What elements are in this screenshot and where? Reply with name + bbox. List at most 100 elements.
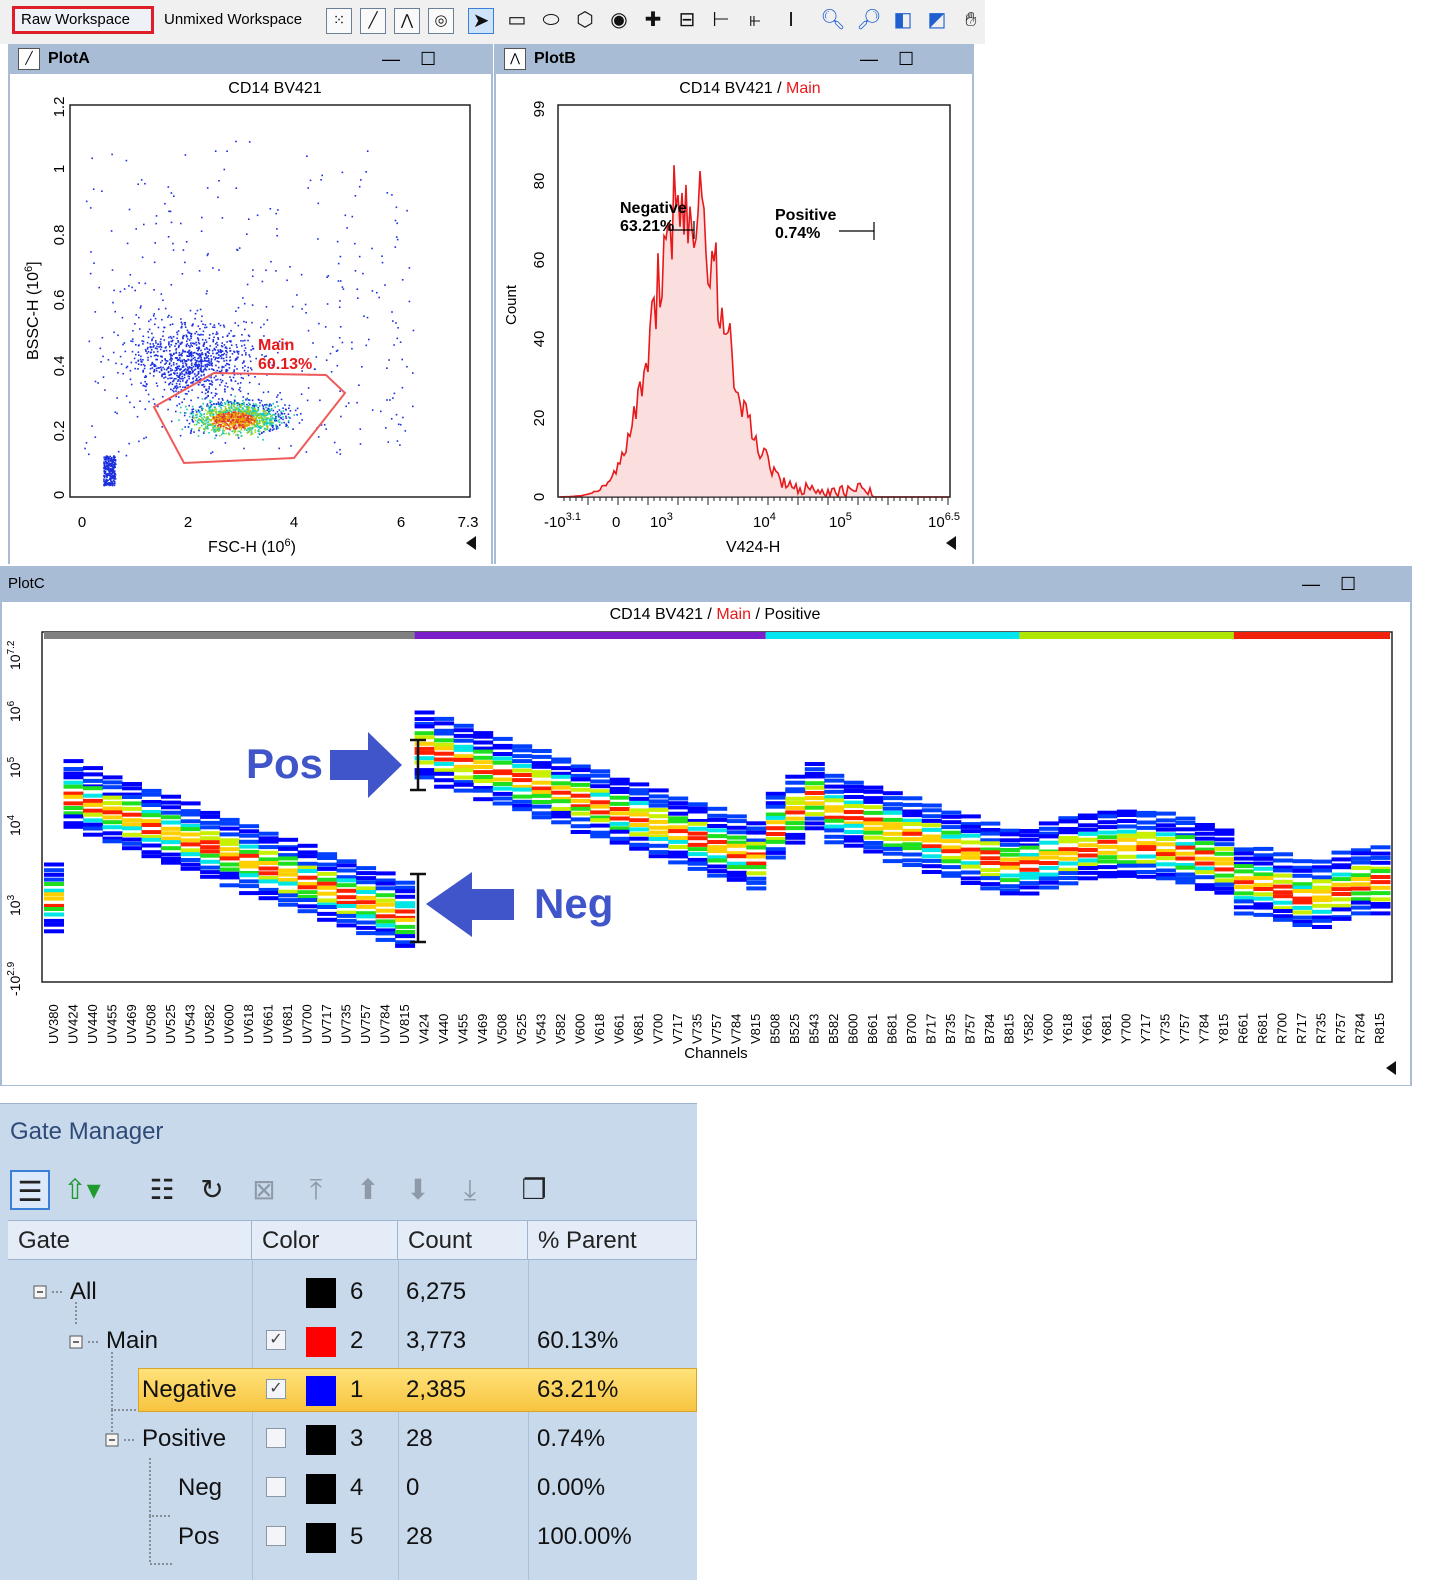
scatter-dot: [192, 342, 194, 344]
plot-b-menu-arrow-icon[interactable]: [946, 536, 956, 550]
scatter-dot: [101, 190, 103, 192]
density-plot-icon[interactable]: ╱: [360, 8, 386, 34]
scatter-dot: [258, 420, 261, 422]
gate-row-neg[interactable]: Neg 4 0 0.00%: [0, 1464, 697, 1512]
gate-color-swatch[interactable]: [306, 1425, 336, 1455]
move-bottom-icon[interactable]: ⤓: [463, 1174, 477, 1205]
scatter-dot: [176, 374, 178, 377]
scatter-dot: [233, 415, 235, 417]
fit-view-icon[interactable]: ◧: [893, 9, 913, 31]
ring-gate-icon[interactable]: ◉: [610, 9, 628, 31]
scatter-dot: [176, 404, 178, 407]
zoom-out-icon[interactable]: 🔎︎: [856, 9, 882, 31]
move-up-icon[interactable]: ⬆: [356, 1174, 380, 1205]
move-down-icon[interactable]: ⬇: [406, 1174, 430, 1205]
heat-bar: [1351, 877, 1371, 881]
scatter-dot: [181, 373, 183, 375]
maximize-icon[interactable]: ☐: [420, 49, 437, 69]
header-gate[interactable]: Gate: [8, 1220, 252, 1260]
pointer-icon[interactable]: ➤: [468, 8, 494, 34]
add-gate-icon[interactable]: ⇧▾: [63, 1174, 101, 1205]
polygon-gate-icon[interactable]: ⬡: [576, 9, 594, 31]
heat-bar: [1331, 850, 1352, 855]
maximize-icon[interactable]: ☐: [898, 49, 915, 69]
scatter-dot: [188, 415, 191, 418]
gate-row-pos[interactable]: Pos 5 28 100.00%: [0, 1513, 697, 1561]
unmixed-workspace-tab[interactable]: Unmixed Workspace: [164, 11, 303, 28]
gate-color-swatch[interactable]: [306, 1376, 336, 1406]
interval-gate-icon[interactable]: ⊢: [712, 9, 730, 31]
gate-row-negative[interactable]: Negative ✓ 1 2,385 63.21%: [0, 1366, 697, 1414]
list-view-icon[interactable]: ☷: [149, 1174, 175, 1205]
header-color[interactable]: Color: [252, 1220, 398, 1260]
multi-interval-gate-icon[interactable]: ⫦: [749, 9, 761, 31]
minimize-icon[interactable]: —: [860, 49, 878, 69]
scatter-dot: [386, 192, 389, 194]
scatter-dot: [219, 324, 222, 327]
heat-bar: [395, 894, 416, 899]
gate-color-swatch[interactable]: [306, 1327, 336, 1357]
gate-visible-checkbox[interactable]: [266, 1477, 286, 1497]
plot-c-chart[interactable]: Pos Neg 107.2 106 105 104 103 -102.9 UV3…: [0, 626, 1412, 1084]
heat-bar: [1253, 902, 1274, 907]
minimize-icon[interactable]: —: [1302, 574, 1320, 594]
gate-row-main[interactable]: Main ✓ 2 3,773 60.13%: [0, 1317, 697, 1365]
plot-c-titlebar[interactable]: PlotC — ☐: [2, 566, 1410, 602]
heat-bar: [297, 885, 318, 890]
plot-b-y-ticks: 0 20 40 60 80 99: [531, 101, 548, 502]
plot-b-chart[interactable]: Negative 63.21% Positive 0.74% 0 20 40 6…: [494, 95, 974, 565]
plot-b-titlebar[interactable]: ⋀ PlotB — ☐: [496, 44, 972, 74]
maximize-icon[interactable]: ☐: [1340, 574, 1357, 594]
heat-bar: [999, 842, 1020, 847]
gate-color-swatch[interactable]: [306, 1523, 336, 1553]
heat-bar: [1097, 820, 1118, 825]
header-count[interactable]: Count: [398, 1220, 528, 1260]
heat-bar: [902, 802, 923, 807]
expand-view-icon[interactable]: ◩: [927, 9, 947, 31]
plot-a-menu-arrow-icon[interactable]: [466, 536, 476, 550]
scatter-dot: [201, 338, 204, 341]
heat-bar: [590, 834, 611, 839]
ellipse-gate-icon[interactable]: ⬭: [542, 9, 560, 31]
scatter-dot: [277, 209, 279, 211]
header-pct-parent[interactable]: % Parent: [528, 1220, 697, 1260]
main-polygon-gate[interactable]: [152, 371, 347, 465]
scatter-dot: [120, 363, 123, 365]
quadrant-gate-icon[interactable]: ✚: [644, 9, 662, 31]
plot-a-chart[interactable]: Main 60.13% 0 2 4 6 7.3 0 0.2 0.4 0.6 0.…: [8, 95, 493, 565]
scatter-dot: [105, 482, 107, 485]
scatter-dot: [206, 421, 209, 424]
gate-row-positive[interactable]: Positive 3 28 0.74%: [0, 1415, 697, 1463]
pan-hand-icon[interactable]: ✋︎: [965, 9, 977, 31]
copy-icon[interactable]: ❐: [521, 1174, 547, 1205]
gate-visible-checkbox[interactable]: [266, 1428, 286, 1448]
gate-color-swatch[interactable]: [306, 1474, 336, 1504]
gate-color-swatch[interactable]: [306, 1278, 336, 1308]
grid-gate-icon[interactable]: ⊟: [678, 9, 696, 31]
plot-a-titlebar[interactable]: ╱ PlotA — ☐: [10, 44, 491, 74]
heat-bar: [531, 811, 552, 816]
plot-c-menu-arrow-icon[interactable]: [1386, 1061, 1396, 1075]
rectangle-gate-icon[interactable]: ▭: [507, 9, 527, 31]
heat-bar: [239, 833, 260, 838]
minimize-icon[interactable]: —: [382, 49, 400, 69]
delete-gate-icon[interactable]: ⊠: [252, 1174, 276, 1205]
heat-bar: [648, 814, 669, 819]
scatter-dot: [271, 417, 274, 419]
heat-bar: [707, 834, 728, 839]
refresh-icon[interactable]: ↻: [200, 1174, 224, 1205]
gate-visible-checkbox[interactable]: [266, 1526, 286, 1546]
scatter-dot: [174, 366, 177, 369]
raw-workspace-tab[interactable]: Raw Workspace: [12, 6, 154, 34]
gate-row-all[interactable]: All 6 6,275: [0, 1268, 697, 1316]
tree-view-icon[interactable]: ☰: [10, 1170, 50, 1210]
zoom-in-icon[interactable]: 🔍︎: [820, 9, 846, 31]
gate-visible-checkbox[interactable]: ✓: [266, 1330, 286, 1350]
contour-plot-icon[interactable]: ◎: [428, 8, 454, 34]
histogram-icon[interactable]: ⋀: [394, 8, 420, 34]
dot-plot-icon[interactable]: ⁙: [326, 8, 352, 34]
gate-visible-checkbox[interactable]: ✓: [266, 1379, 286, 1399]
range-gate-icon[interactable]: I: [788, 9, 794, 31]
move-top-icon[interactable]: ⤒: [309, 1174, 323, 1205]
heat-bar: [239, 824, 260, 829]
